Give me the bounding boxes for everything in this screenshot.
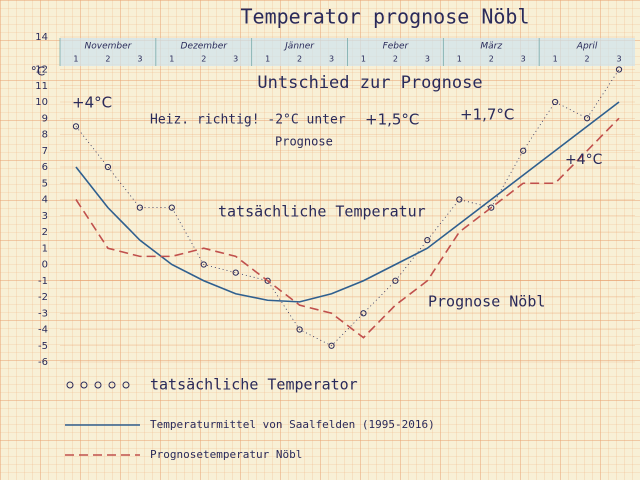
month-label: März bbox=[480, 42, 502, 52]
y-tick-label: 2 bbox=[42, 227, 48, 238]
subtitle: Untschied zur Prognose bbox=[257, 73, 482, 93]
legend-marker bbox=[108, 381, 116, 389]
x-tick-label: 1 bbox=[265, 55, 270, 64]
y-tick-label: -5 bbox=[38, 341, 48, 352]
x-tick-label: 3 bbox=[137, 55, 142, 64]
x-tick-label: 2 bbox=[585, 55, 590, 64]
y-tick-label: -3 bbox=[38, 308, 48, 319]
y-tick-label: -6 bbox=[38, 357, 48, 368]
annotation: Heiz. richtig! -2°C unter bbox=[150, 113, 346, 128]
y-axis-label: °C bbox=[31, 65, 45, 79]
x-tick-label: 2 bbox=[393, 55, 398, 64]
x-tick-label: 3 bbox=[521, 55, 526, 64]
legend-label: tatsächliche Temperator bbox=[150, 376, 358, 394]
x-tick-label: 2 bbox=[105, 55, 110, 64]
data-point bbox=[168, 204, 175, 211]
x-tick-label: 2 bbox=[489, 55, 494, 64]
legend-label: Temperaturmittel von Saalfelden (1995-20… bbox=[150, 418, 435, 431]
data-point bbox=[392, 277, 399, 284]
month-label: Dezember bbox=[181, 42, 229, 52]
annotation: +1,7°C bbox=[460, 106, 514, 124]
series-line bbox=[75, 101, 620, 303]
legend-marker bbox=[94, 381, 102, 389]
y-tick-label: -2 bbox=[38, 292, 48, 303]
data-point bbox=[552, 98, 559, 106]
data-point bbox=[488, 204, 495, 211]
x-tick-label: 1 bbox=[73, 55, 78, 64]
y-tick-label: -1 bbox=[38, 276, 48, 287]
data-point bbox=[424, 237, 431, 244]
data-point bbox=[264, 277, 271, 284]
y-tick-label: -4 bbox=[38, 325, 48, 336]
x-tick-label: 3 bbox=[329, 55, 334, 64]
data-point bbox=[232, 269, 239, 276]
annotation: +4°C bbox=[72, 94, 112, 112]
month-label: November bbox=[85, 42, 133, 52]
data-point bbox=[360, 310, 367, 317]
y-tick-label: 8 bbox=[42, 130, 48, 141]
x-tick-label: 2 bbox=[201, 55, 206, 64]
y-tick-label: 3 bbox=[42, 211, 48, 222]
x-tick-label: 3 bbox=[616, 55, 621, 64]
x-tick-label: 3 bbox=[425, 55, 430, 64]
y-tick-label: 1 bbox=[42, 243, 48, 254]
data-point bbox=[72, 123, 80, 130]
chart-title: Temperator prognose Nöbl bbox=[241, 5, 530, 29]
data-point bbox=[583, 115, 591, 122]
x-tick-label: 1 bbox=[169, 55, 174, 64]
x-tick-label: 2 bbox=[297, 55, 302, 64]
data-point bbox=[136, 204, 143, 211]
y-tick-label: 7 bbox=[42, 146, 48, 157]
y-tick-label: 5 bbox=[42, 178, 48, 189]
x-tick-label: 1 bbox=[553, 55, 558, 64]
y-tick-label: 12 bbox=[35, 65, 48, 76]
y-tick-label: 11 bbox=[35, 81, 48, 92]
legend-marker bbox=[122, 381, 130, 389]
legend: tatsächliche Temperator Temperaturmittel … bbox=[65, 376, 435, 461]
month-label: Jänner bbox=[283, 42, 315, 52]
y-tick-label: 14 bbox=[35, 32, 48, 43]
data-point bbox=[520, 147, 527, 154]
y-tick-label: 9 bbox=[42, 113, 48, 124]
legend-label: Prognosetemperatur Nöbl bbox=[150, 448, 302, 461]
data-point bbox=[615, 66, 623, 73]
annotation: Prognose Nöbl bbox=[428, 293, 545, 311]
data-point bbox=[200, 261, 207, 268]
data-point bbox=[296, 326, 303, 333]
data-point bbox=[104, 163, 112, 171]
y-tick-label: 6 bbox=[42, 162, 48, 173]
y-tick-label: 4 bbox=[42, 195, 48, 206]
x-tick-label: 1 bbox=[457, 55, 462, 64]
legend-marker bbox=[80, 381, 88, 389]
data-point bbox=[456, 196, 463, 203]
annotation: +1,5°C bbox=[365, 111, 419, 129]
month-label: Feber bbox=[383, 42, 410, 52]
x-tick-label: 1 bbox=[361, 55, 366, 64]
series-line bbox=[75, 117, 620, 339]
annotation: Prognose bbox=[275, 135, 333, 149]
annotation: +4°C bbox=[565, 152, 603, 168]
legend-marker bbox=[66, 381, 74, 389]
y-tick-label: 0 bbox=[42, 260, 48, 271]
x-tick-label: 3 bbox=[233, 55, 238, 64]
y-tick-label: 10 bbox=[35, 97, 48, 108]
data-point bbox=[328, 342, 335, 349]
month-label: April bbox=[576, 42, 598, 52]
annotation: tatsächliche Temperatur bbox=[218, 203, 426, 221]
